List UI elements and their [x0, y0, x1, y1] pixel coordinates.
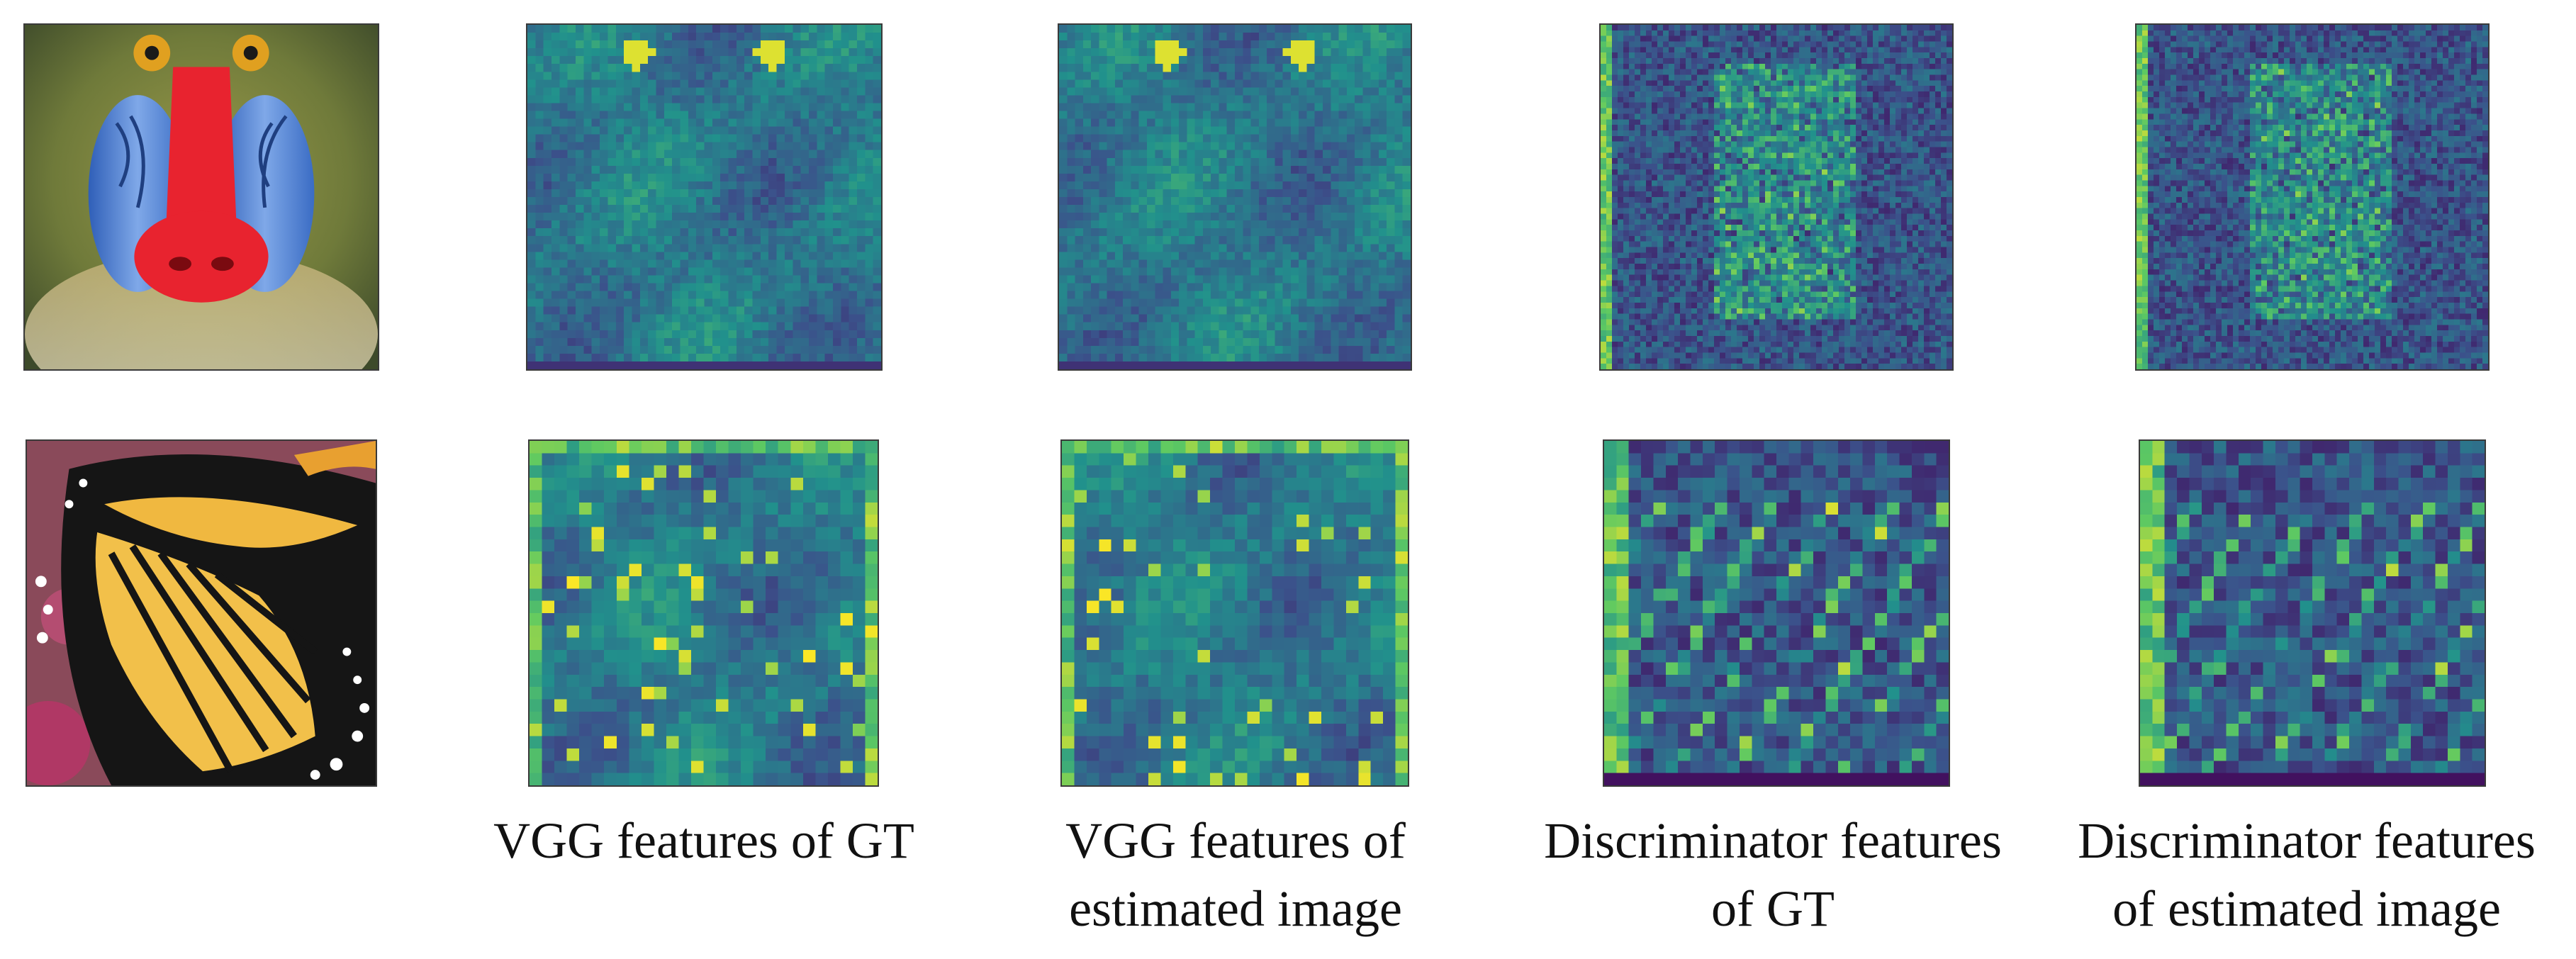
- baboon-disc-est-feature-map: [2135, 23, 2490, 371]
- caption-line: estimated image: [1069, 880, 1402, 937]
- caption-line: VGG features of: [1065, 812, 1406, 869]
- feature-canvas: [1601, 25, 1952, 369]
- caption-vgg-est: VGG features of estimated image: [971, 807, 1500, 943]
- baboon-input-image: [23, 23, 379, 371]
- butterfly-vgg-est-feature-map: [1060, 439, 1409, 787]
- feature-canvas: [1604, 441, 1949, 785]
- butterfly-illustration: [27, 441, 376, 785]
- caption-line: of estimated image: [2112, 880, 2501, 937]
- baboon-vgg-est-feature-map: [1058, 23, 1412, 371]
- butterfly-disc-gt-feature-map: [1603, 439, 1950, 787]
- butterfly-vgg-gt-feature-map: [528, 439, 879, 787]
- baboon-disc-gt-feature-map: [1599, 23, 1954, 371]
- feature-canvas: [2140, 441, 2485, 785]
- feature-canvas: [2137, 25, 2488, 369]
- caption-line: of GT: [1711, 880, 1835, 937]
- caption-line: Discriminator features: [1544, 812, 2002, 869]
- feature-canvas: [1059, 25, 1411, 369]
- caption-line: VGG features of GT: [493, 812, 914, 869]
- caption-vgg-gt: VGG features of GT: [439, 807, 968, 875]
- feature-canvas: [527, 25, 881, 369]
- caption-disc-est: Discriminator features of estimated imag…: [2044, 807, 2569, 943]
- feature-canvas: [530, 441, 878, 785]
- caption-disc-gt: Discriminator features of GT: [1507, 807, 2039, 943]
- caption-line: Discriminator features: [2078, 812, 2536, 869]
- baboon-illustration: [25, 25, 378, 369]
- butterfly-input-image: [26, 439, 377, 787]
- butterfly-disc-est-feature-map: [2139, 439, 2486, 787]
- feature-canvas: [1062, 441, 1408, 785]
- baboon-vgg-gt-feature-map: [526, 23, 883, 371]
